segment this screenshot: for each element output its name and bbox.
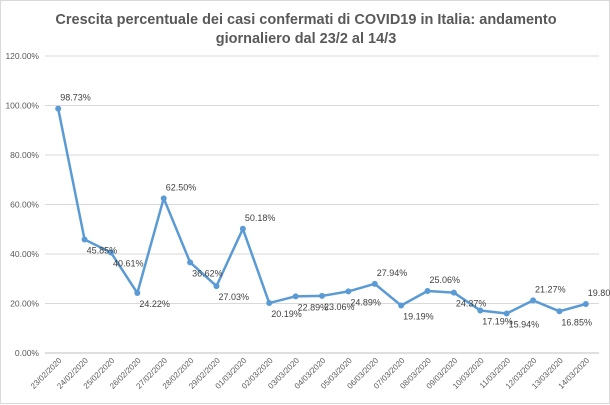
data-label: 21.27%: [535, 284, 566, 294]
data-label: 22.89%: [298, 302, 329, 312]
data-point: [81, 236, 88, 243]
data-point: [450, 289, 457, 296]
data-point: [477, 307, 484, 314]
y-tick-label: 100.00%: [5, 101, 39, 111]
y-tick-label: 120.00%: [5, 51, 39, 61]
data-label: 15.94%: [509, 320, 540, 330]
chart-title-line-2: giornaliero dal 23/2 al 14/3: [215, 31, 397, 47]
data-point: [292, 293, 299, 300]
data-point: [239, 225, 246, 232]
data-point: [582, 300, 589, 307]
data-label: 24.37%: [456, 299, 487, 309]
data-label: 25.06%: [430, 275, 461, 285]
chart-title: Crescita percentuale dei casi confermati…: [1, 11, 610, 49]
data-label: 20.19%: [271, 309, 302, 319]
y-tick-label: 40.00%: [10, 249, 39, 259]
data-label: 17.19%: [482, 316, 513, 326]
data-label: 24.89%: [350, 297, 381, 307]
data-point: [503, 310, 510, 317]
data-point: [266, 300, 273, 307]
data-point: [556, 308, 563, 315]
data-point: [530, 297, 537, 304]
data-label: 36.62%: [192, 268, 223, 278]
data-label: 62.50%: [166, 182, 197, 192]
data-point: [424, 287, 431, 294]
data-label: 50.18%: [245, 213, 276, 223]
data-label: 19.80%: [588, 288, 610, 298]
data-label: 24.22%: [139, 299, 170, 309]
data-point: [319, 292, 325, 299]
y-tick-label: 60.00%: [10, 200, 39, 210]
data-label: 27.03%: [218, 292, 249, 302]
data-label: 19.19%: [403, 312, 434, 322]
data-point: [107, 249, 114, 256]
data-label: 27.94%: [377, 268, 408, 278]
data-label: 40.61%: [113, 258, 144, 268]
y-tick-label: 20.00%: [10, 299, 39, 309]
y-tick-label: 80.00%: [10, 150, 39, 160]
data-point: [55, 105, 62, 112]
series-line: [56, 108, 587, 315]
data-label: 45.85%: [87, 246, 118, 256]
data-label: 98.73%: [60, 93, 91, 103]
data-point: [371, 280, 378, 287]
chart-title-line-1: Crescita percentuale dei casi confermati…: [55, 12, 557, 28]
data-point: [213, 283, 220, 290]
data-point: [160, 195, 167, 202]
data-point: [134, 290, 141, 297]
data-label: 16.85%: [561, 317, 592, 327]
data-point: [345, 288, 352, 295]
data-label: 23.06%: [324, 302, 355, 312]
data-point: [398, 302, 405, 309]
y-tick-label: 0.00%: [15, 348, 40, 358]
data-point: [187, 259, 194, 266]
